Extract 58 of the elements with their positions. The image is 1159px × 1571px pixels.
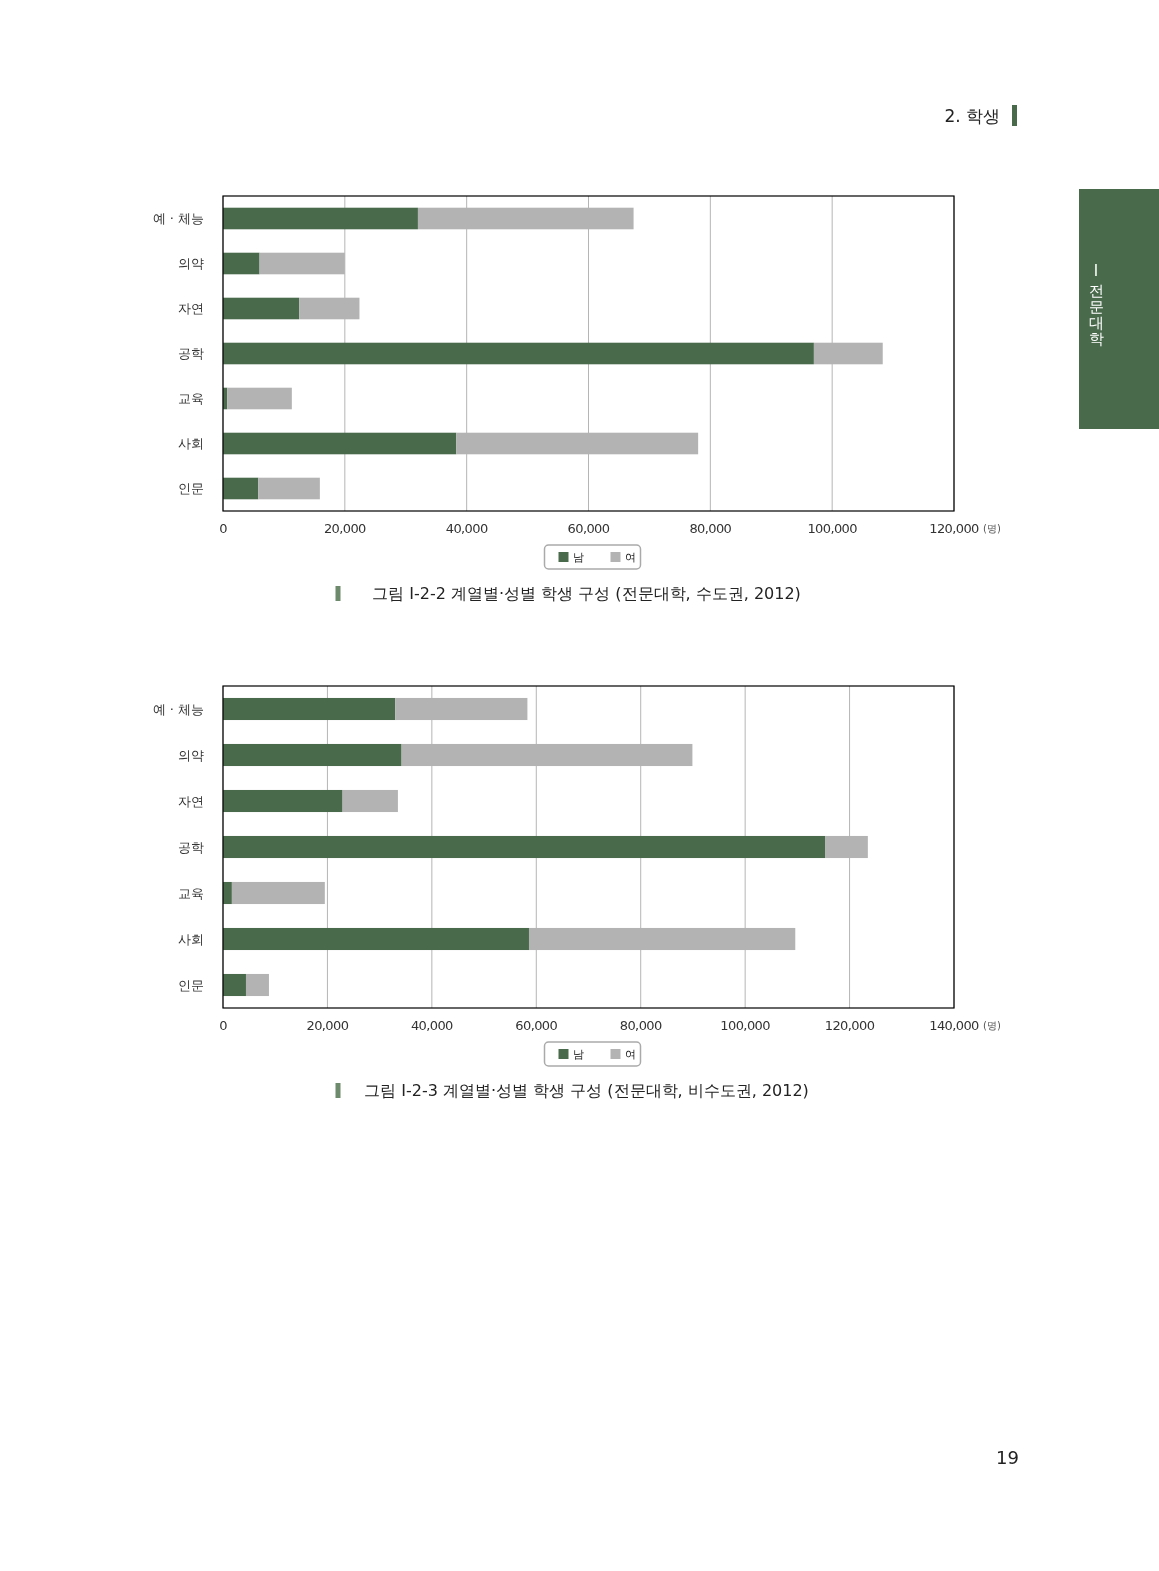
y-tick-label: 인문 bbox=[178, 977, 204, 993]
y-tick-label: 공학 bbox=[178, 839, 204, 855]
bar bbox=[223, 835, 826, 859]
bar bbox=[223, 881, 232, 905]
bar bbox=[245, 973, 269, 997]
bar bbox=[223, 252, 260, 275]
x-tick-label: 0 bbox=[219, 521, 228, 536]
text: 19 bbox=[996, 1447, 1019, 1468]
text: 그림 Ⅰ-2-2 계열별·성별 학생 구성 (전문대학, 수도권, 2012) bbox=[372, 584, 801, 603]
y-tick-label: 자연 bbox=[178, 301, 204, 317]
x-tick-label: 100,000 bbox=[807, 521, 858, 536]
x-axis-title: (명) bbox=[983, 1020, 1001, 1031]
y-tick-label: 공학 bbox=[178, 346, 204, 362]
bar bbox=[223, 297, 300, 320]
y-tick-label: 예 · 체능 bbox=[152, 701, 204, 717]
x-tick-label: 60,000 bbox=[515, 1018, 558, 1033]
x-axis-title: (명) bbox=[983, 523, 1001, 534]
x-tick-label: 40,000 bbox=[445, 521, 488, 536]
x-tick-label: 80,000 bbox=[619, 1018, 662, 1033]
bar bbox=[223, 207, 418, 230]
x-tick-label: 100,000 bbox=[720, 1018, 771, 1033]
y-tick-label: 예 · 체능 bbox=[152, 211, 204, 227]
legend-label: 남 bbox=[572, 551, 584, 564]
bar bbox=[342, 789, 398, 813]
text: 그림 Ⅰ-2-3 계열별·성별 학생 구성 (전문대학, 비수도권, 2012) bbox=[364, 1081, 809, 1100]
y-tick-label: 교육 bbox=[178, 391, 204, 407]
y-tick-label: 의약 bbox=[178, 747, 204, 763]
x-tick-label: 80,000 bbox=[689, 521, 732, 536]
bar bbox=[223, 789, 343, 813]
y-tick-label: 인문 bbox=[178, 481, 204, 497]
y-tick-label: 사회 bbox=[178, 931, 204, 947]
y-tick-label: 교육 bbox=[178, 885, 204, 901]
bar bbox=[258, 477, 320, 500]
y-tick-label: 사회 bbox=[178, 436, 204, 452]
legend-label: 여 bbox=[624, 1048, 636, 1061]
bar bbox=[223, 973, 246, 997]
x-tick-label: 120,000 bbox=[929, 521, 980, 536]
legend-label: 여 bbox=[624, 551, 636, 564]
bar bbox=[231, 881, 325, 905]
bar bbox=[223, 697, 396, 721]
x-tick-label: 140,000 bbox=[929, 1018, 980, 1033]
y-tick-label: 의약 bbox=[178, 256, 204, 272]
bar bbox=[223, 432, 457, 455]
x-tick-label: 40,000 bbox=[410, 1018, 454, 1033]
x-tick-label: 20,000 bbox=[306, 1018, 349, 1033]
x-tick-label: 0 bbox=[219, 1018, 228, 1033]
text: 2. 학생 bbox=[944, 106, 1000, 126]
legend-label: 남 bbox=[572, 1048, 584, 1061]
bar bbox=[223, 927, 529, 951]
bar bbox=[223, 743, 402, 767]
text: Ⅰ 전문대학 bbox=[1088, 262, 1104, 348]
bar bbox=[223, 477, 259, 500]
bar bbox=[227, 387, 292, 410]
x-tick-label: 120,000 bbox=[824, 1018, 875, 1033]
bar bbox=[223, 342, 814, 365]
x-tick-label: 60,000 bbox=[567, 521, 610, 536]
x-tick-label: 20,000 bbox=[323, 521, 367, 536]
y-tick-label: 자연 bbox=[178, 793, 204, 809]
